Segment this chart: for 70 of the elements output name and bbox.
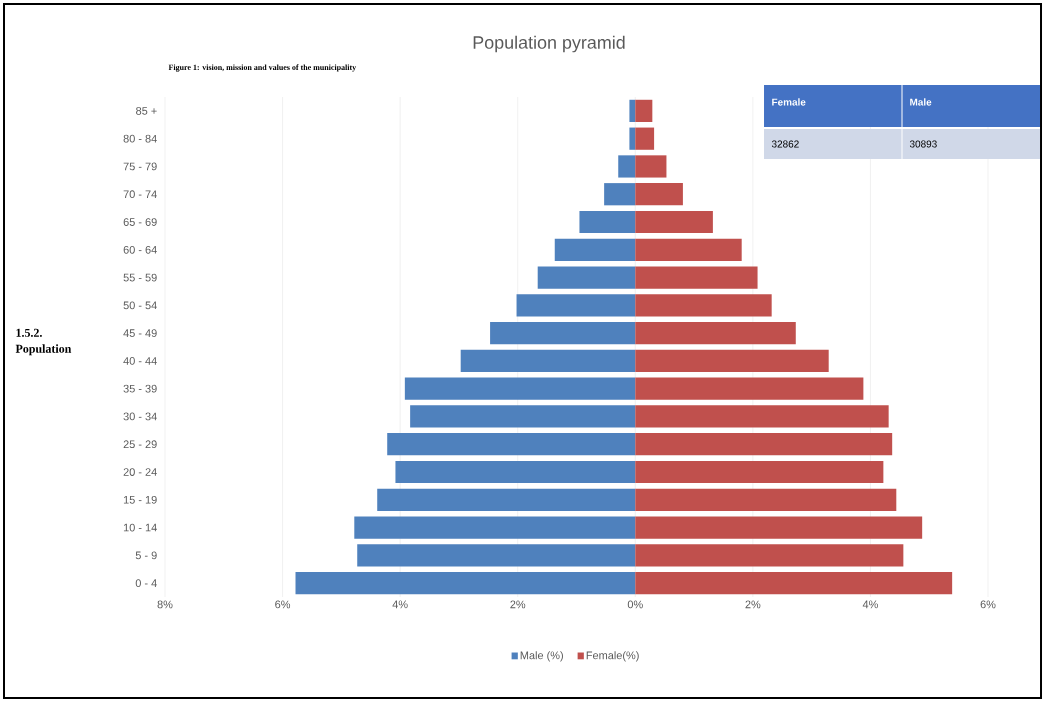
bar [635, 127, 655, 150]
bar [604, 183, 636, 206]
annotation: 32862 [771, 140, 799, 148]
bar [635, 433, 893, 456]
x-tick-label: 4% [392, 600, 408, 609]
x-tick-label: 2% [510, 600, 526, 609]
y-tick-label: 25 - 29 [123, 440, 157, 449]
bar [410, 405, 636, 428]
y-tick-label: 85 + [136, 107, 157, 115]
annotation: Female [772, 98, 806, 106]
bar [635, 155, 667, 178]
bar [579, 210, 636, 234]
x-tick-label: 4% [862, 600, 878, 609]
y-tick-label: 30 - 34 [123, 412, 157, 421]
y-tick-label: 55 - 59 [123, 273, 157, 282]
bar [377, 488, 636, 511]
x-tick-label: 6% [275, 600, 291, 609]
bar [295, 572, 636, 595]
bar [395, 460, 636, 484]
bar [635, 294, 772, 317]
bar [460, 349, 636, 372]
bar [635, 210, 713, 234]
legend-label: Female(%) [586, 651, 639, 662]
y-tick-label: 45 - 49 [123, 329, 157, 337]
bar [490, 322, 636, 345]
legend-label: Male (%) [520, 651, 563, 662]
bar [554, 238, 636, 261]
y-tick-label: 35 - 39 [123, 384, 157, 393]
x-tick-label: 2% [745, 600, 761, 609]
bar [635, 183, 683, 206]
bar [635, 238, 742, 261]
x-tick-label: 8% [157, 600, 173, 609]
y-tick-label: 10 - 14 [123, 523, 157, 532]
y-tick-label: 15 - 19 [123, 495, 157, 504]
text: 1.5.2. Population [15, 328, 72, 356]
bar [635, 572, 953, 595]
y-tick-label: 75 - 79 [123, 162, 157, 171]
bar [635, 544, 904, 567]
y-tick-label: 80 - 84 [123, 134, 157, 143]
bar [618, 155, 636, 178]
bar [537, 266, 636, 289]
y-tick-label: 65 - 69 [123, 218, 157, 226]
y-tick-label: 70 - 74 [123, 190, 157, 199]
x-tick-label: 6% [980, 600, 996, 609]
bar [635, 377, 864, 400]
bar [357, 544, 636, 567]
bar [635, 99, 653, 122]
y-tick-label: 50 - 54 [123, 301, 157, 310]
bar [635, 460, 884, 484]
annotation: Male [910, 98, 932, 106]
bar [629, 99, 636, 122]
y-tick-label: 40 - 44 [123, 357, 157, 365]
bar [635, 405, 889, 428]
chart-title: Population pyramid [473, 35, 625, 53]
bar [354, 516, 636, 539]
bar [635, 516, 923, 539]
bar [635, 488, 897, 511]
bar [404, 377, 636, 400]
bar [635, 349, 829, 372]
bar [629, 127, 636, 150]
y-tick-label: 20 - 24 [123, 468, 157, 476]
y-tick-label: 0 - 4 [135, 579, 157, 587]
bar [635, 266, 758, 289]
x-tick-label: 0% [627, 600, 643, 609]
y-tick-label: 5 - 9 [135, 551, 157, 560]
y-tick-label: 60 - 64 [123, 245, 157, 254]
bar [387, 433, 636, 456]
bar [635, 322, 796, 345]
annotation: 30893 [909, 140, 937, 148]
bar [516, 294, 636, 317]
